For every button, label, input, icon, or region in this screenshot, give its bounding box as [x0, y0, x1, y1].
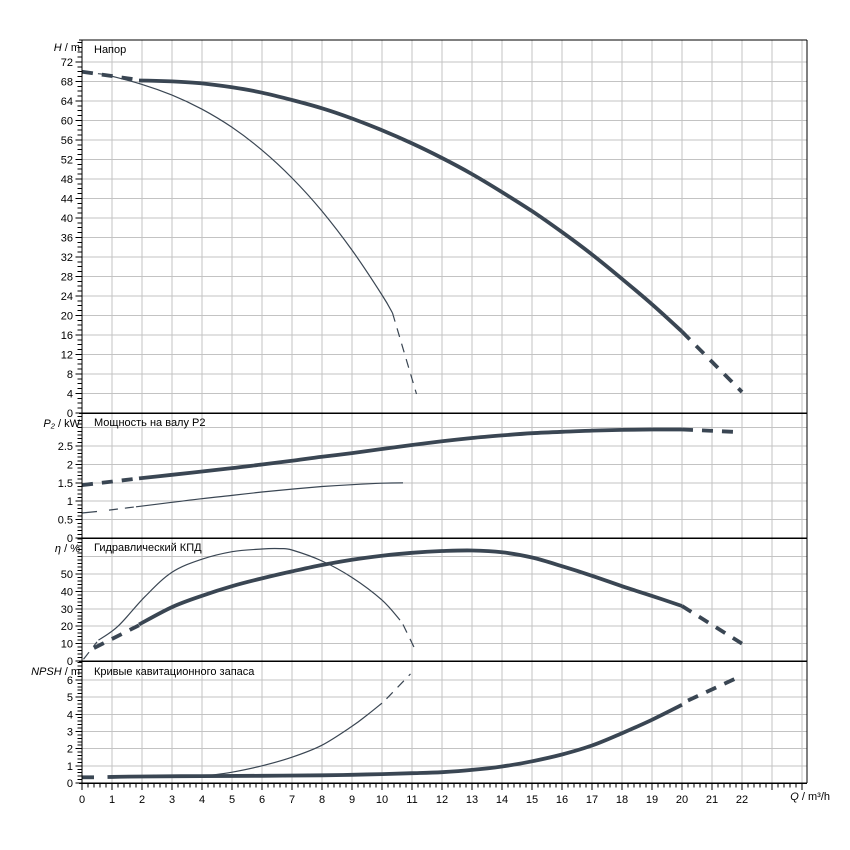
svg-text:3: 3: [169, 794, 175, 806]
svg-text:40: 40: [61, 213, 73, 225]
svg-text:24: 24: [61, 291, 73, 303]
svg-text:3: 3: [67, 726, 73, 738]
svg-text:2: 2: [139, 794, 145, 806]
svg-text:22: 22: [736, 794, 748, 806]
svg-text:1: 1: [109, 794, 115, 806]
svg-text:5: 5: [229, 794, 235, 806]
svg-text:17: 17: [586, 794, 598, 806]
svg-text:2.5: 2.5: [58, 441, 73, 453]
svg-text:10: 10: [376, 794, 388, 806]
svg-text:60: 60: [61, 115, 73, 127]
svg-text:20: 20: [61, 621, 73, 633]
svg-text:44: 44: [61, 193, 73, 205]
svg-text:6: 6: [259, 794, 265, 806]
panel-title-power: Мощность на валу P2: [94, 417, 206, 429]
svg-text:0: 0: [67, 408, 73, 420]
svg-text:0: 0: [67, 656, 73, 668]
svg-text:30: 30: [61, 604, 73, 616]
svg-text:18: 18: [616, 794, 628, 806]
svg-text:8: 8: [67, 369, 73, 381]
svg-text:0: 0: [67, 533, 73, 545]
svg-text:7: 7: [289, 794, 295, 806]
y-axis-label-efficiency: η / %: [54, 543, 80, 555]
svg-text:4: 4: [67, 709, 73, 721]
svg-text:48: 48: [61, 174, 73, 186]
svg-text:15: 15: [526, 794, 538, 806]
svg-text:32: 32: [61, 252, 73, 264]
svg-text:40: 40: [61, 586, 73, 598]
svg-text:28: 28: [61, 271, 73, 283]
svg-text:16: 16: [61, 330, 73, 342]
svg-text:13: 13: [466, 794, 478, 806]
svg-text:21: 21: [706, 794, 718, 806]
svg-text:64: 64: [61, 96, 73, 108]
svg-text:4: 4: [199, 794, 205, 806]
svg-text:14: 14: [496, 794, 508, 806]
svg-text:50: 50: [61, 569, 73, 581]
svg-text:20: 20: [61, 310, 73, 322]
panel-title-head: Напор: [94, 44, 127, 56]
svg-text:0: 0: [67, 778, 73, 790]
svg-text:8: 8: [319, 794, 325, 806]
svg-text:5: 5: [67, 692, 73, 704]
y-axis-label-npsh: NPSH / m: [31, 666, 80, 678]
svg-text:2: 2: [67, 459, 73, 471]
svg-text:2: 2: [67, 744, 73, 756]
svg-text:0.5: 0.5: [58, 515, 73, 527]
svg-text:1.5: 1.5: [58, 478, 73, 490]
svg-text:52: 52: [61, 154, 73, 166]
svg-text:72: 72: [61, 57, 73, 69]
svg-text:11: 11: [406, 794, 417, 806]
svg-text:19: 19: [646, 794, 658, 806]
svg-text:68: 68: [61, 76, 73, 88]
svg-text:16: 16: [556, 794, 568, 806]
svg-text:4: 4: [67, 388, 73, 400]
svg-text:10: 10: [61, 639, 73, 651]
svg-text:12: 12: [61, 349, 73, 361]
svg-text:9: 9: [349, 794, 355, 806]
svg-text:0: 0: [79, 794, 85, 806]
svg-text:1: 1: [67, 496, 73, 508]
svg-text:20: 20: [676, 794, 688, 806]
y-axis-label-head: H / m: [53, 42, 80, 54]
panel-title-efficiency: Гидравлический КПД: [94, 542, 202, 554]
svg-text:56: 56: [61, 135, 73, 147]
svg-text:6: 6: [67, 675, 73, 687]
x-axis-label: Q / m³/h: [790, 791, 830, 803]
svg-text:1: 1: [67, 761, 73, 773]
svg-text:36: 36: [61, 232, 73, 244]
svg-text:12: 12: [436, 794, 448, 806]
y-axis-label-power: P₂ / kW: [43, 418, 80, 430]
panel-title-npsh: Кривые кавитационного запаса: [94, 666, 255, 678]
